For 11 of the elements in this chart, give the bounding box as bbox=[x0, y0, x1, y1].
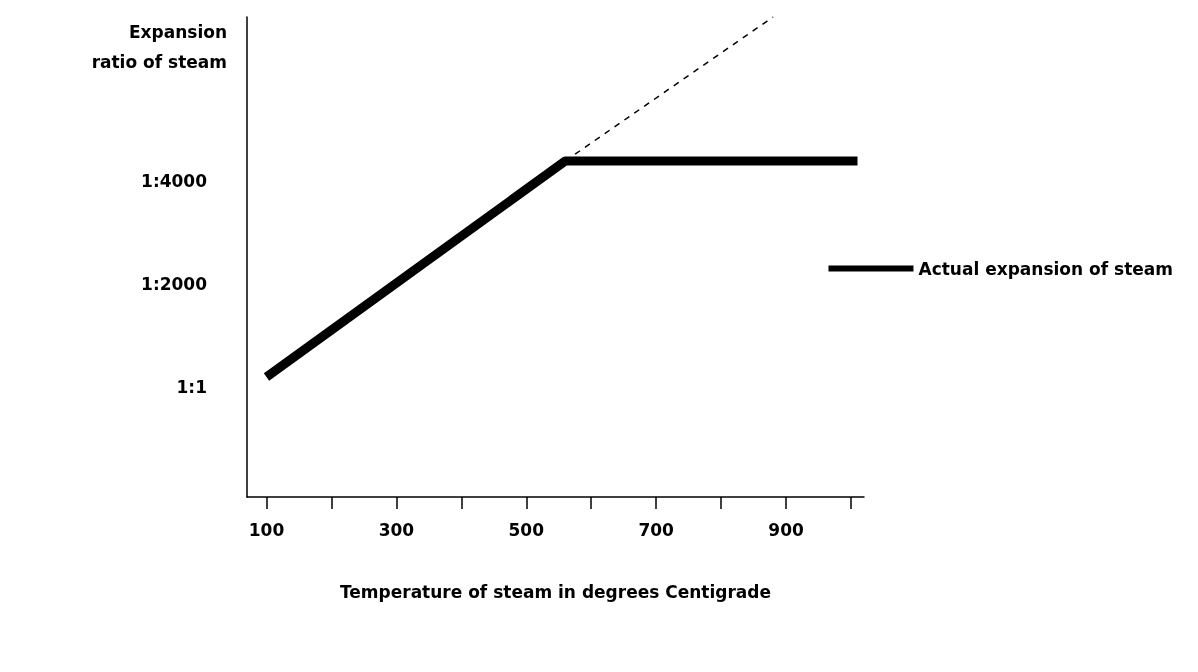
x-tick-label: 900 bbox=[768, 519, 804, 540]
x-tick-label: 700 bbox=[638, 519, 675, 540]
x-axis-title: Temperature of steam in degrees Centigrade bbox=[339, 582, 772, 602]
text: 1:4000 bbox=[141, 171, 208, 191]
y-axis-title: Expansion ratio of steam bbox=[91, 22, 227, 72]
x-tick-label: 300 bbox=[378, 519, 415, 540]
x-tick-label: 100 bbox=[248, 519, 285, 540]
legend-label: Actual expansion of steam bbox=[918, 258, 1174, 279]
text: 1:1 bbox=[176, 377, 207, 397]
x-tick-label: 500 bbox=[508, 519, 545, 540]
text: 1:2000 bbox=[141, 274, 208, 294]
